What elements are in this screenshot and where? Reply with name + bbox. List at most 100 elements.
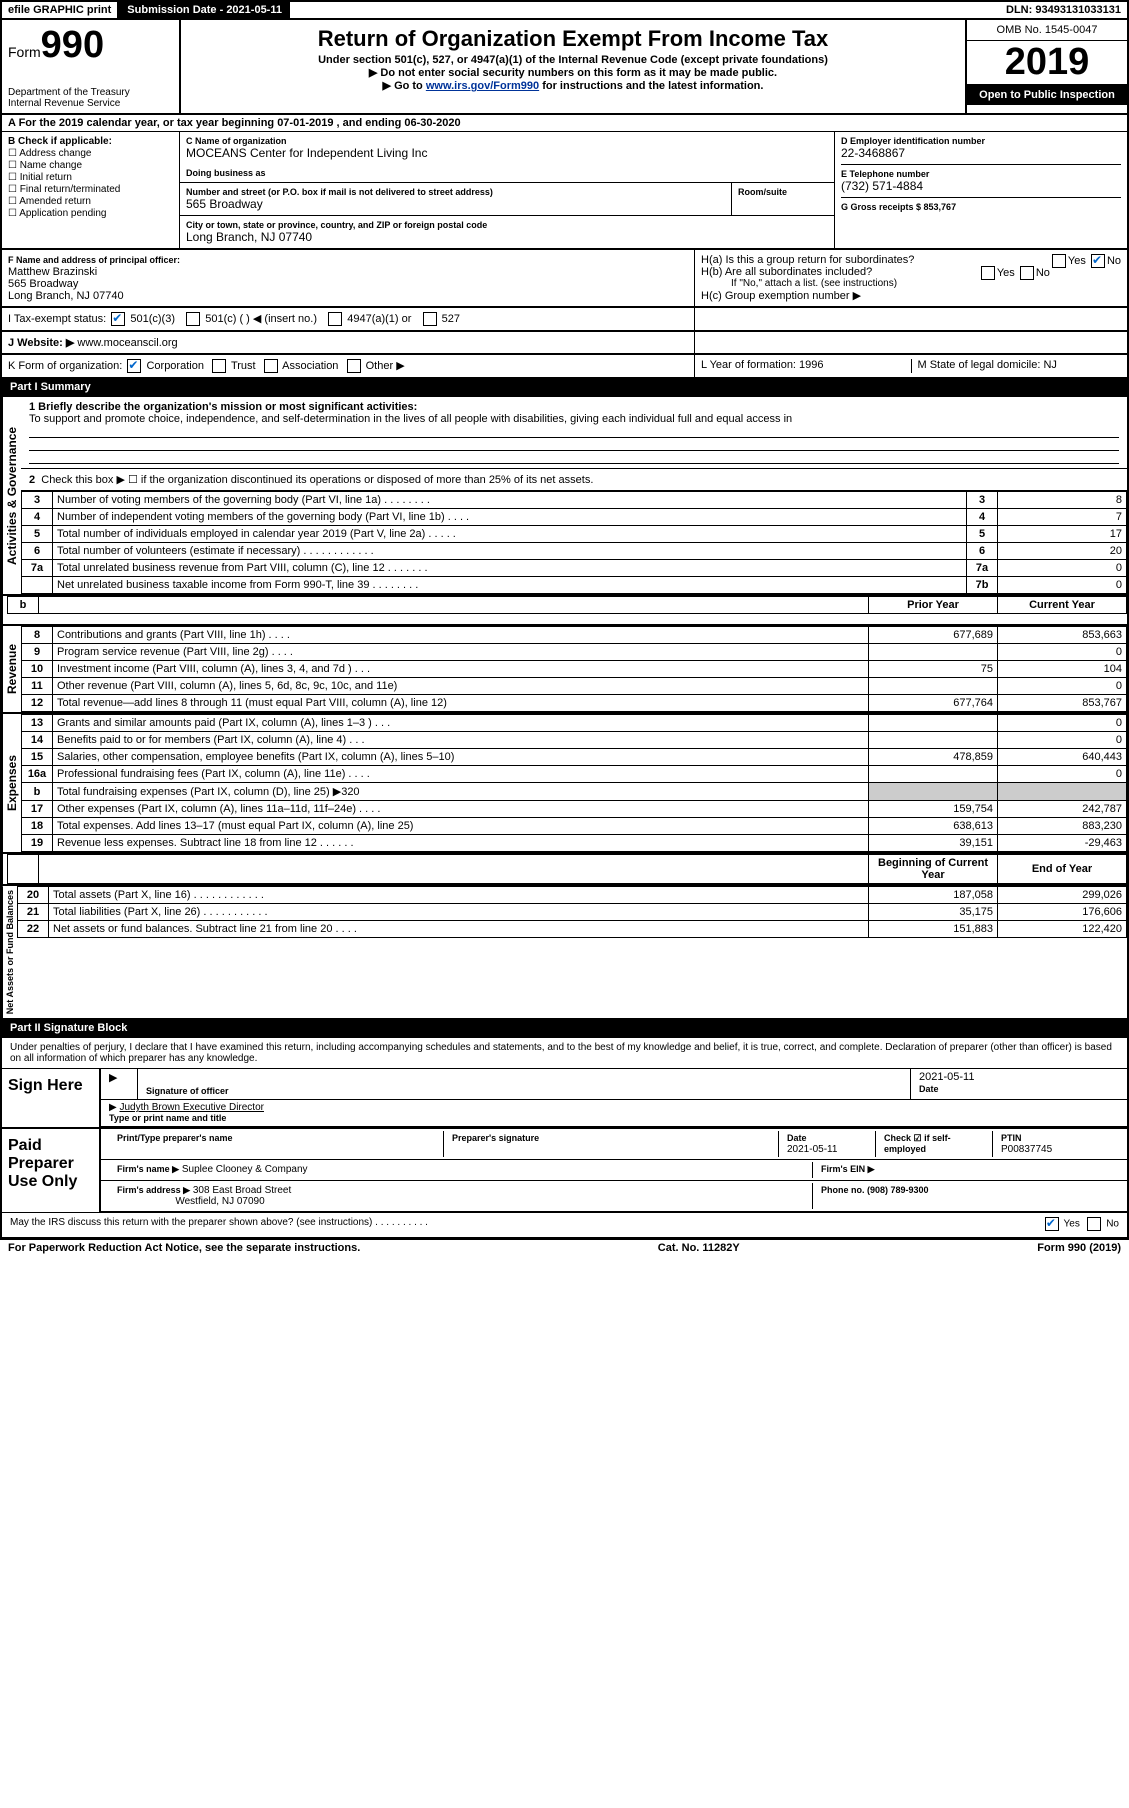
- officer-addr2: Long Branch, NJ 07740: [8, 290, 124, 302]
- cat-no: Cat. No. 11282Y: [658, 1242, 740, 1254]
- website-row: J Website: ▶ www.moceanscil.org: [2, 332, 695, 353]
- chk-527[interactable]: [423, 312, 437, 326]
- chk-initial-return[interactable]: ☐ Initial return: [8, 172, 173, 183]
- form-title: Return of Organization Exempt From Incom…: [189, 26, 957, 52]
- ha-label: H(a) Is this a group return for subordin…: [701, 254, 914, 266]
- box-b: B Check if applicable: ☐ Address change …: [2, 132, 180, 248]
- side-revenue: Revenue: [2, 626, 21, 712]
- state-domicile: M State of legal domicile: NJ: [912, 359, 1122, 373]
- goto-suffix: for instructions and the latest informat…: [539, 80, 763, 92]
- prep-name-label: Print/Type preparer's name: [117, 1133, 233, 1143]
- hb-note: If "No," attach a list. (see instruction…: [701, 278, 1121, 289]
- public-inspection: Open to Public Inspection: [967, 85, 1127, 105]
- mission-block: 1 Briefly describe the organization's mi…: [21, 397, 1127, 469]
- firm-addr: 308 East Broad Street: [193, 1185, 291, 1196]
- firm-label: Firm's name ▶: [117, 1164, 179, 1174]
- tel: (732) 571-4884: [841, 179, 1121, 193]
- discuss-text: May the IRS discuss this return with the…: [10, 1217, 428, 1228]
- prep-date-label: Date: [787, 1133, 807, 1143]
- chk-amended[interactable]: ☐ Amended return: [8, 196, 173, 207]
- line1-label: 1 Briefly describe the organization's mi…: [29, 401, 417, 413]
- subtitle-3: ▶ Go to www.irs.gov/Form990 for instruct…: [189, 79, 957, 92]
- chk-name-change[interactable]: ☐ Name change: [8, 160, 173, 171]
- box-f: F Name and address of principal officer:…: [2, 250, 695, 306]
- room-label: Room/suite: [738, 187, 828, 197]
- chk-corp[interactable]: [127, 359, 141, 373]
- ha-no[interactable]: [1091, 254, 1105, 268]
- box-lm: L Year of formation: 1996 M State of leg…: [695, 355, 1127, 377]
- chk-pending[interactable]: ☐ Application pending: [8, 208, 173, 219]
- chk-4947[interactable]: [328, 312, 342, 326]
- tax-exempt-row: I Tax-exempt status: 501(c)(3) 501(c) ( …: [2, 308, 695, 330]
- line2-text: Check this box ▶ ☐ if the organization d…: [41, 474, 593, 486]
- year-formation: L Year of formation: 1996: [701, 359, 912, 373]
- website-url: www.moceanscil.org: [77, 337, 177, 349]
- prep-selfemp: Check ☑ if self-employed: [884, 1133, 951, 1154]
- chk-final-return[interactable]: ☐ Final return/terminated: [8, 184, 173, 195]
- org-name-label: C Name of organization: [186, 136, 828, 146]
- sign-here-label: Sign Here: [2, 1069, 101, 1127]
- goto-prefix: ▶ Go to: [383, 80, 426, 92]
- chk-other[interactable]: [347, 359, 361, 373]
- gross-receipts: G Gross receipts $ 853,767: [841, 202, 1121, 212]
- discuss-yes[interactable]: [1045, 1217, 1059, 1231]
- te-label: I Tax-exempt status:: [8, 313, 106, 325]
- expenses-table: 13Grants and similar amounts paid (Part …: [21, 714, 1127, 852]
- hb-no[interactable]: [1020, 266, 1034, 280]
- h-spacer: [695, 308, 1127, 330]
- tel-label: E Telephone number: [841, 169, 1121, 179]
- pra-notice: For Paperwork Reduction Act Notice, see …: [8, 1242, 360, 1254]
- discuss-no[interactable]: [1087, 1217, 1101, 1231]
- hb-label: H(b) Are all subordinates included?: [701, 266, 872, 278]
- subtitle-1: Under section 501(c), 527, or 4947(a)(1)…: [189, 54, 957, 66]
- efile-label[interactable]: efile GRAPHIC print: [2, 2, 119, 18]
- year-block: OMB No. 1545-0047 2019 Open to Public In…: [965, 20, 1127, 113]
- hc-label: H(c) Group exemption number ▶: [701, 289, 1121, 302]
- prep-date: 2021-05-11: [787, 1144, 837, 1155]
- line2: 2 Check this box ▶ ☐ if the organization…: [21, 469, 1127, 491]
- officer-name: Matthew Brazinski: [8, 266, 97, 278]
- website-label: J Website: ▶: [8, 337, 74, 349]
- form-ver: Form 990 (2019): [1037, 1242, 1121, 1254]
- side-expenses: Expenses: [2, 714, 21, 852]
- chk-address-change[interactable]: ☐ Address change: [8, 148, 173, 159]
- city: Long Branch, NJ 07740: [186, 230, 828, 244]
- city-label: City or town, state or province, country…: [186, 220, 828, 230]
- typed-name: Judyth Brown Executive Director: [119, 1102, 264, 1113]
- netassets-table: 20Total assets (Part X, line 16) . . . .…: [17, 886, 1127, 938]
- ha-yes[interactable]: [1052, 254, 1066, 268]
- hb-yes[interactable]: [981, 266, 995, 280]
- ein: 22-3468867: [841, 146, 1121, 160]
- treasury-label: Department of the Treasury Internal Reve…: [8, 87, 173, 109]
- form-word: Form: [8, 44, 41, 60]
- sig-date: 2021-05-11: [919, 1071, 974, 1083]
- side-netassets: Net Assets or Fund Balances: [2, 886, 17, 1018]
- ptin-label: PTIN: [1001, 1133, 1022, 1143]
- penalty-declaration: Under penalties of perjury, I declare th…: [2, 1038, 1127, 1069]
- part-ii-header: Part II Signature Block: [0, 1020, 1129, 1038]
- omb-number: OMB No. 1545-0047: [967, 20, 1127, 41]
- ptin: P00837745: [1001, 1144, 1052, 1155]
- dln-number: DLN: 93493131033131: [1000, 2, 1127, 18]
- form-id-block: Form990 Department of the Treasury Inter…: [2, 20, 181, 113]
- sig-officer-label: Signature of officer: [146, 1086, 229, 1096]
- mission-text: To support and promote choice, independe…: [29, 413, 792, 425]
- chk-trust[interactable]: [212, 359, 226, 373]
- form-number: 990: [41, 24, 104, 66]
- prior-year-hdr: Prior Year: [869, 597, 998, 614]
- dba-label: Doing business as: [186, 168, 828, 178]
- tax-year: 2019: [967, 41, 1127, 85]
- chk-501c3[interactable]: [111, 312, 125, 326]
- bcy-hdr: Beginning of Current Year: [869, 855, 998, 884]
- form-title-block: Return of Organization Exempt From Incom…: [181, 20, 965, 113]
- chk-assoc[interactable]: [264, 359, 278, 373]
- chk-501c[interactable]: [186, 312, 200, 326]
- firm-name: Suplee Clooney & Company: [182, 1164, 308, 1175]
- discuss-row: May the IRS discuss this return with the…: [2, 1212, 1127, 1238]
- box-c: C Name of organization MOCEANS Center fo…: [180, 132, 835, 248]
- year-header-table: b Prior Year Current Year: [7, 596, 1127, 614]
- part-i-header: Part I Summary: [0, 379, 1129, 397]
- org-name: MOCEANS Center for Independent Living In…: [186, 146, 828, 160]
- irs-link[interactable]: www.irs.gov/Form990: [426, 80, 539, 92]
- footer: For Paperwork Reduction Act Notice, see …: [0, 1240, 1129, 1256]
